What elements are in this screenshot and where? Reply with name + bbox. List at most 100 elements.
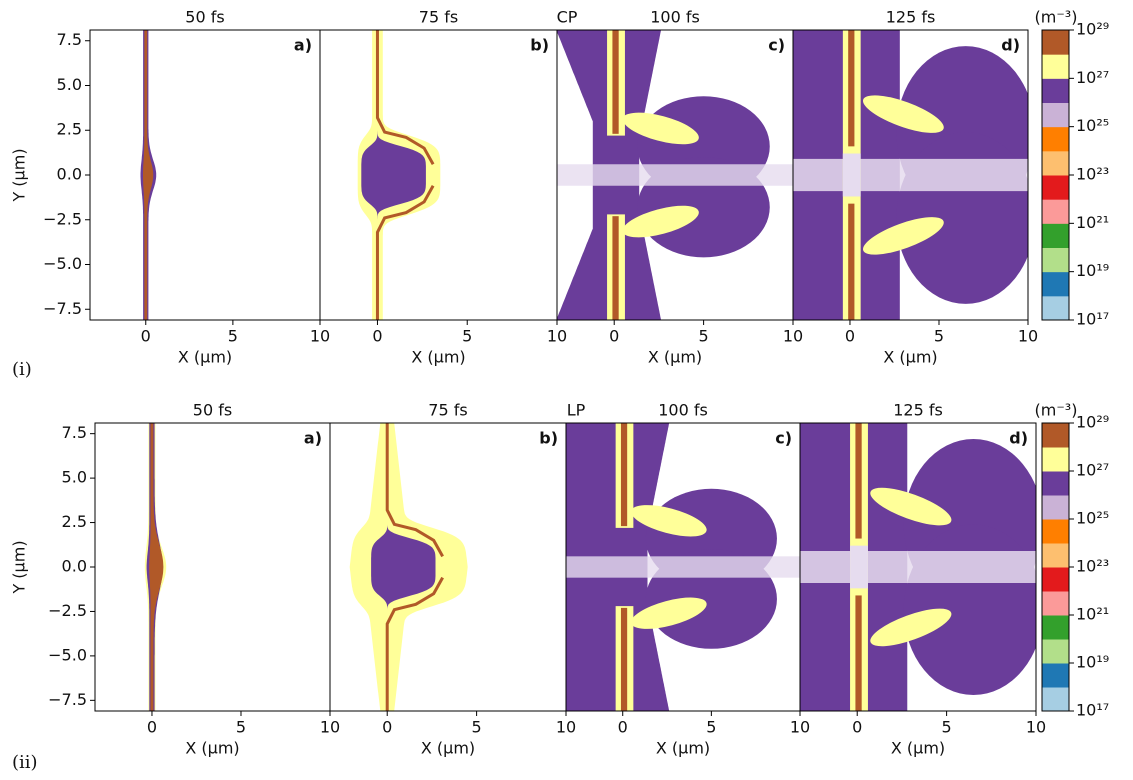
panel-tag: d)	[1001, 36, 1020, 55]
x-tick-label: 5	[699, 327, 709, 346]
colorbar-tick-label: 10²⁵	[1076, 116, 1109, 135]
panel-time: 125 fs	[886, 8, 936, 27]
colorbar-tick-label: 10²³	[1076, 165, 1109, 184]
density-region	[896, 132, 1035, 304]
x-axis-label: X (μm)	[656, 739, 710, 758]
density-region	[149, 414, 163, 720]
y-tick-label: 0.0	[62, 557, 87, 576]
colorbar-band	[1042, 519, 1069, 544]
panel-frame	[90, 30, 320, 320]
panel-tag: d)	[1009, 429, 1028, 448]
colorbar-band	[1042, 639, 1069, 664]
y-axis-label: Y (μm)	[10, 540, 29, 594]
panel-tag: c)	[768, 36, 785, 55]
colorbar-band	[1042, 663, 1069, 688]
x-tick-label: 0	[147, 718, 157, 737]
colorbar-band	[1042, 151, 1069, 176]
x-tick-label: 5	[942, 718, 952, 737]
x-tick-label: 5	[706, 718, 716, 737]
x-tick-label: 10	[547, 327, 567, 346]
x-tick-label: 10	[320, 718, 340, 737]
density-region	[800, 551, 1036, 583]
colorbar-tick-label: 10²⁹	[1076, 20, 1109, 39]
density-region	[848, 204, 854, 322]
colorbar-tick-label: 10¹⁹	[1076, 261, 1109, 280]
colorbar-band	[1042, 248, 1069, 273]
panel-tag: a)	[304, 429, 322, 448]
colorbar-tick-label: 10²⁵	[1076, 509, 1109, 528]
colorbar-tick-label: 10¹⁷	[1076, 701, 1109, 720]
colorbar-band	[1042, 615, 1069, 640]
y-tick-label: −5.0	[43, 254, 82, 273]
colorbar-band	[1042, 103, 1069, 128]
y-tick-label: 5.0	[57, 75, 82, 94]
panel-time: 75 fs	[419, 8, 458, 27]
colorbar-tick-label: 10²⁷	[1076, 461, 1109, 480]
colorbar-band	[1042, 495, 1069, 520]
y-tick-label: 2.5	[57, 120, 82, 139]
y-tick-label: 2.5	[62, 512, 87, 531]
density-region	[843, 154, 861, 197]
colorbar-band	[1042, 78, 1069, 103]
x-tick-label: 10	[1026, 718, 1046, 737]
density-region	[621, 421, 627, 526]
density-region	[793, 159, 1028, 191]
colorbar-band	[1042, 543, 1069, 568]
y-tick-label: −5.0	[48, 645, 87, 664]
panel-tag: a)	[294, 36, 312, 55]
mode-label: LP	[567, 401, 586, 420]
row-label: (ii)	[12, 752, 38, 773]
colorbar-band	[1042, 127, 1069, 152]
colorbar-band	[1042, 54, 1069, 79]
x-tick-label: 0	[852, 718, 862, 737]
x-tick-label: 10	[310, 327, 330, 346]
panel-plot	[793, 28, 1035, 322]
x-tick-label: 5	[236, 718, 246, 737]
colorbar-unit: (m⁻³)	[1035, 8, 1078, 27]
x-tick-label: 0	[372, 327, 382, 346]
y-tick-label: −7.5	[48, 690, 87, 709]
y-tick-label: 7.5	[62, 423, 87, 442]
colorbar-band	[1042, 272, 1069, 297]
panel-plot	[566, 414, 800, 720]
density-region	[361, 21, 426, 329]
panel-plot	[800, 421, 1043, 713]
colorbar-band	[1042, 447, 1069, 472]
x-tick-label: 5	[462, 327, 472, 346]
density-region	[621, 608, 627, 713]
colorbar-unit: (m⁻³)	[1035, 401, 1078, 420]
x-tick-label: 0	[382, 718, 392, 737]
colorbar-band	[1042, 591, 1069, 616]
panel-plot	[358, 21, 441, 329]
density-region	[848, 28, 854, 146]
colorbar-tick-label: 10¹⁷	[1076, 310, 1109, 329]
colorbar-tick-label: 10²³	[1076, 557, 1109, 576]
colorbar-band	[1042, 471, 1069, 496]
x-axis-label: X (μm)	[648, 348, 702, 367]
panel-frame	[95, 423, 330, 711]
density-region	[855, 595, 861, 712]
density-region	[612, 216, 618, 322]
y-tick-label: 0.0	[57, 165, 82, 184]
density-region	[850, 546, 868, 589]
panel-time: 100 fs	[650, 8, 700, 27]
panel-plot	[145, 414, 166, 720]
panel-plot	[141, 21, 157, 329]
x-tick-label: 5	[228, 327, 238, 346]
x-tick-label: 0	[609, 327, 619, 346]
panel-time: 50 fs	[193, 401, 232, 420]
x-axis-label: X (μm)	[891, 739, 945, 758]
x-axis-label: X (μm)	[178, 348, 232, 367]
x-axis-label: X (μm)	[883, 348, 937, 367]
panel-time: 100 fs	[658, 401, 708, 420]
density-region	[612, 28, 618, 134]
colorbar-band	[1042, 423, 1069, 448]
x-tick-label: 10	[556, 718, 576, 737]
x-tick-label: 0	[141, 327, 151, 346]
y-axis-label: Y (μm)	[10, 148, 29, 202]
colorbar-tick-label: 10¹⁹	[1076, 653, 1109, 672]
row-label: (i)	[12, 359, 32, 380]
panel-plot	[350, 414, 468, 720]
y-tick-label: −2.5	[48, 601, 87, 620]
colorbar-band	[1042, 175, 1069, 200]
